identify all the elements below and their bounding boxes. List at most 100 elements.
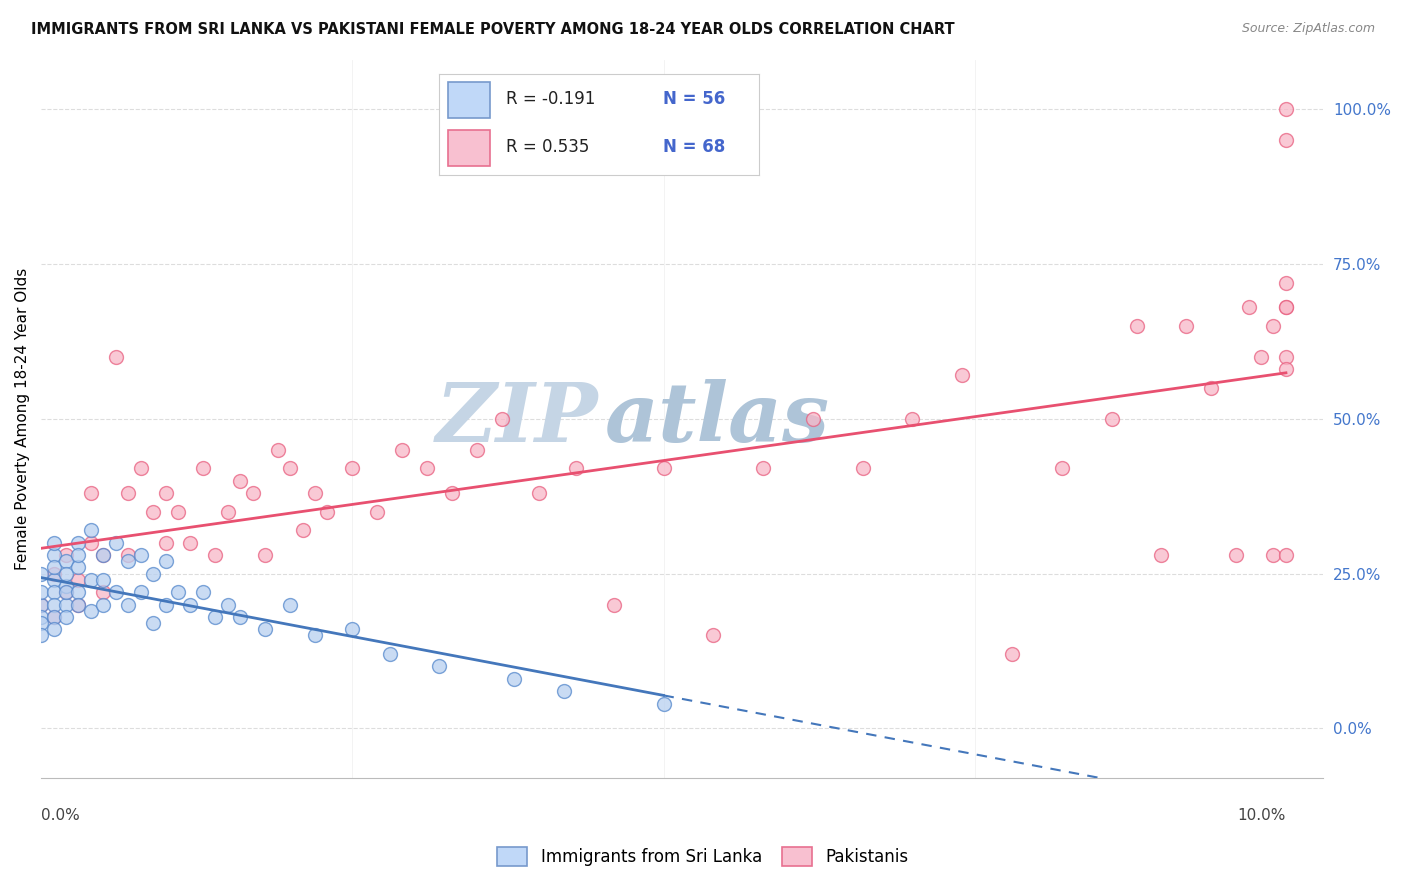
Point	[603, 598, 626, 612]
Point	[55, 579, 77, 593]
Point	[117, 554, 139, 568]
Point	[42, 560, 65, 574]
Point	[67, 598, 90, 612]
Point	[142, 505, 165, 519]
Point	[291, 523, 314, 537]
Point	[266, 442, 288, 457]
Point	[278, 461, 301, 475]
Point	[950, 368, 973, 383]
Point	[67, 598, 90, 612]
Point	[155, 598, 177, 612]
Point	[1125, 318, 1147, 333]
Point	[801, 411, 824, 425]
Point	[42, 610, 65, 624]
Point	[416, 461, 439, 475]
Point	[155, 535, 177, 549]
Point	[254, 548, 277, 562]
Point	[1263, 548, 1285, 562]
Point	[67, 560, 90, 574]
Point	[142, 566, 165, 581]
Point	[42, 622, 65, 636]
Point	[191, 585, 214, 599]
Point	[901, 411, 924, 425]
Point	[465, 442, 488, 457]
Point	[104, 535, 127, 549]
Point	[93, 598, 115, 612]
Point	[1275, 133, 1298, 147]
Point	[129, 548, 152, 562]
Point	[67, 535, 90, 549]
Point	[55, 566, 77, 581]
Point	[42, 610, 65, 624]
Point	[491, 411, 513, 425]
Point	[1237, 301, 1260, 315]
Point	[217, 505, 239, 519]
Point	[565, 461, 588, 475]
Point	[55, 585, 77, 599]
Point	[242, 486, 264, 500]
Point	[429, 659, 451, 673]
Point	[80, 604, 103, 618]
Point	[55, 610, 77, 624]
Point	[55, 554, 77, 568]
Point	[30, 585, 52, 599]
Point	[553, 684, 575, 698]
Point	[93, 573, 115, 587]
Text: Source: ZipAtlas.com: Source: ZipAtlas.com	[1241, 22, 1375, 36]
Point	[30, 610, 52, 624]
Point	[254, 622, 277, 636]
Point	[67, 573, 90, 587]
Point	[80, 486, 103, 500]
Point	[527, 486, 550, 500]
Point	[204, 548, 226, 562]
Point	[1250, 350, 1272, 364]
Point	[67, 548, 90, 562]
Y-axis label: Female Poverty Among 18-24 Year Olds: Female Poverty Among 18-24 Year Olds	[15, 268, 30, 570]
Point	[191, 461, 214, 475]
Point	[652, 697, 675, 711]
Point	[42, 535, 65, 549]
Point	[55, 585, 77, 599]
Point	[155, 486, 177, 500]
Point	[129, 585, 152, 599]
Point	[67, 585, 90, 599]
Point	[55, 598, 77, 612]
Point	[852, 461, 875, 475]
Point	[104, 350, 127, 364]
Point	[1275, 102, 1298, 116]
Point	[1150, 548, 1173, 562]
Point	[342, 622, 364, 636]
Point	[1101, 411, 1123, 425]
Point	[30, 616, 52, 631]
Point	[80, 573, 103, 587]
Point	[1263, 318, 1285, 333]
Point	[1199, 381, 1222, 395]
Point	[652, 461, 675, 475]
Point	[1275, 362, 1298, 376]
Point	[366, 505, 388, 519]
Point	[229, 474, 252, 488]
Point	[104, 585, 127, 599]
Point	[167, 585, 190, 599]
Point	[80, 523, 103, 537]
Legend: Immigrants from Sri Lanka, Pakistanis: Immigrants from Sri Lanka, Pakistanis	[491, 840, 915, 873]
Point	[229, 610, 252, 624]
Point	[1275, 276, 1298, 290]
Point	[167, 505, 190, 519]
Point	[42, 573, 65, 587]
Text: atlas: atlas	[605, 379, 831, 458]
Point	[155, 554, 177, 568]
Point	[304, 628, 326, 642]
Text: ZIP: ZIP	[436, 379, 599, 458]
Point	[42, 548, 65, 562]
Point	[30, 598, 52, 612]
Point	[440, 486, 463, 500]
Text: 0.0%: 0.0%	[41, 808, 80, 823]
Point	[42, 566, 65, 581]
Point	[129, 461, 152, 475]
Point	[1275, 548, 1298, 562]
Point	[117, 548, 139, 562]
Point	[278, 598, 301, 612]
Point	[55, 548, 77, 562]
Point	[752, 461, 775, 475]
